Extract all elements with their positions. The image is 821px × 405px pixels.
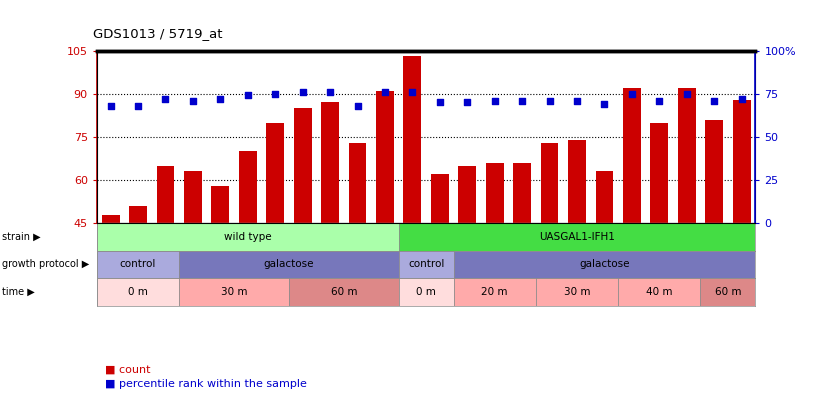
Bar	[650, 122, 668, 223]
Text: 60 m: 60 m	[331, 287, 357, 297]
Point	[104, 102, 117, 109]
Bar	[399, 251, 453, 278]
Point	[488, 98, 502, 104]
Point	[735, 96, 748, 102]
Point	[708, 98, 721, 104]
Bar	[179, 278, 289, 306]
Text: wild type: wild type	[224, 232, 272, 242]
Bar	[618, 278, 700, 306]
Point	[323, 89, 337, 95]
Bar	[294, 108, 311, 223]
Bar	[266, 122, 284, 223]
Bar	[97, 223, 399, 251]
Point	[268, 91, 282, 97]
Point	[296, 89, 310, 95]
Point	[186, 98, 200, 104]
Bar	[289, 278, 399, 306]
Text: ■ percentile rank within the sample: ■ percentile rank within the sample	[105, 379, 307, 389]
Bar	[732, 100, 750, 223]
Point	[406, 89, 419, 95]
Bar	[129, 206, 147, 223]
Bar	[536, 278, 618, 306]
Text: GDS1013 / 5719_at: GDS1013 / 5719_at	[93, 28, 222, 40]
Text: galactose: galactose	[264, 260, 314, 269]
Text: 0 m: 0 m	[128, 287, 148, 297]
Point	[159, 96, 172, 102]
Point	[653, 98, 666, 104]
Point	[543, 98, 556, 104]
Text: 60 m: 60 m	[714, 287, 741, 297]
Bar	[179, 251, 399, 278]
Point	[351, 102, 364, 109]
Point	[626, 91, 639, 97]
Bar	[513, 163, 531, 223]
Point	[213, 96, 227, 102]
Bar	[541, 143, 558, 223]
Bar	[399, 278, 453, 306]
Bar	[239, 151, 257, 223]
Bar	[595, 171, 613, 223]
Point	[433, 99, 447, 106]
Text: 30 m: 30 m	[221, 287, 247, 297]
Bar	[376, 91, 394, 223]
Bar	[700, 278, 755, 306]
Text: 40 m: 40 m	[646, 287, 672, 297]
Bar	[705, 119, 723, 223]
Bar	[399, 223, 755, 251]
Bar	[97, 278, 179, 306]
Text: ■ count: ■ count	[105, 364, 150, 375]
Bar	[212, 186, 229, 223]
Text: time ▶: time ▶	[2, 287, 35, 297]
Point	[461, 99, 474, 106]
Point	[378, 89, 392, 95]
Point	[598, 101, 611, 107]
Text: 20 m: 20 m	[481, 287, 508, 297]
Point	[680, 91, 693, 97]
Point	[571, 98, 584, 104]
Text: UASGAL1-IFH1: UASGAL1-IFH1	[539, 232, 615, 242]
Text: growth protocol ▶: growth protocol ▶	[2, 260, 89, 269]
Point	[241, 92, 255, 99]
Text: 30 m: 30 m	[564, 287, 590, 297]
Text: control: control	[120, 260, 156, 269]
Text: control: control	[408, 260, 444, 269]
Point	[516, 98, 529, 104]
Bar	[184, 171, 202, 223]
Bar	[321, 102, 339, 223]
Bar	[458, 166, 476, 223]
Bar	[486, 163, 503, 223]
Bar	[157, 166, 174, 223]
Text: 0 m: 0 m	[416, 287, 436, 297]
Text: strain ▶: strain ▶	[2, 232, 41, 242]
Bar	[403, 56, 421, 223]
Bar	[568, 140, 586, 223]
Bar	[453, 251, 755, 278]
Bar	[623, 88, 640, 223]
Point	[131, 102, 144, 109]
Bar	[349, 143, 366, 223]
Bar	[678, 88, 695, 223]
Bar	[453, 278, 536, 306]
Bar	[97, 251, 179, 278]
Text: galactose: galactose	[579, 260, 630, 269]
Bar	[102, 215, 120, 223]
Bar	[431, 174, 449, 223]
